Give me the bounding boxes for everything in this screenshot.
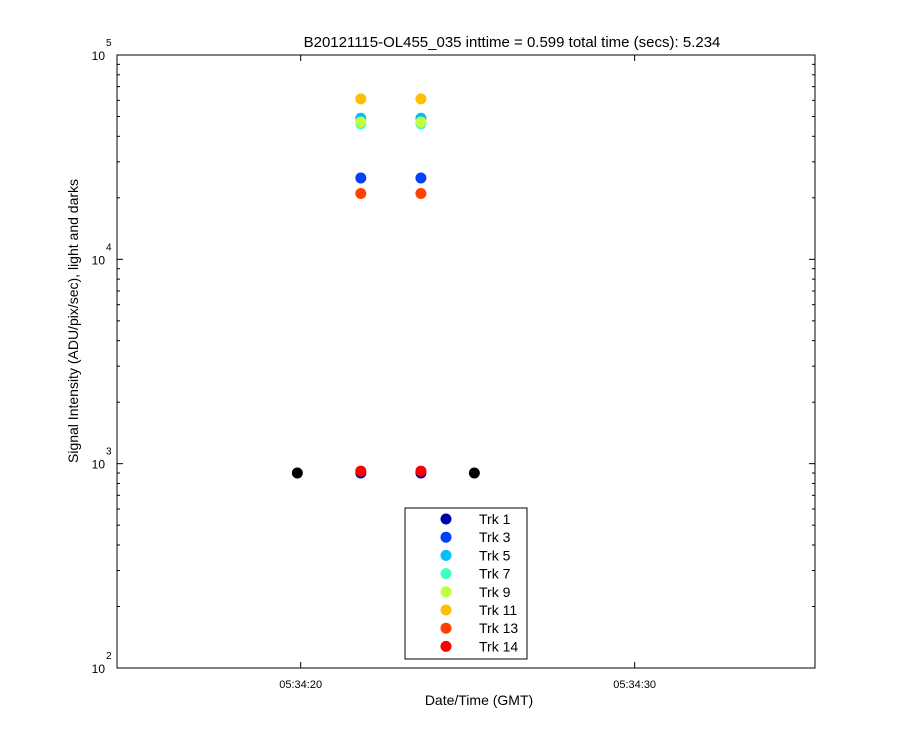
legend-marker xyxy=(440,604,452,616)
y-tick-base: 10 xyxy=(92,49,106,63)
legend: Trk 1 Trk 3 Trk 5 Trk 7 Trk 9 Trk 11 Trk 13 Trk… xyxy=(404,507,528,660)
legend-marker xyxy=(440,586,452,598)
data-point xyxy=(415,172,427,184)
x-tick-label: 05:34:30 xyxy=(613,679,656,691)
data-point xyxy=(415,93,427,105)
x-tick-label: 05:34:20 xyxy=(279,679,322,691)
data-points xyxy=(291,93,480,479)
chart-title: B20121115-OL455_035 inttime = 0.599 tota… xyxy=(304,34,721,51)
legend-marker xyxy=(440,549,452,561)
y-tick-exponent: 2 xyxy=(106,651,112,662)
axis-ticks xyxy=(117,54,815,669)
legend-label: Trk 14 xyxy=(479,638,518,654)
legend-marker xyxy=(440,622,452,634)
y-tick-label: 10 xyxy=(92,458,106,472)
data-point xyxy=(355,172,367,184)
legend-marker xyxy=(440,568,452,580)
y-tick-exponent: 5 xyxy=(106,38,112,49)
dark-data-point xyxy=(468,467,480,479)
dark-data-point xyxy=(291,467,303,479)
data-point xyxy=(355,465,367,477)
legend-label: Trk 11 xyxy=(479,602,517,618)
y-tick-label: 10 xyxy=(92,662,106,676)
legend-label: Trk 3 xyxy=(479,529,511,545)
legend-label: Trk 1 xyxy=(479,511,511,527)
x-tick-labels: 05:34:20 05:34:30 xyxy=(279,679,656,691)
data-point xyxy=(415,187,427,199)
legend-marker xyxy=(440,531,452,543)
y-tick-base: 10 xyxy=(92,253,106,267)
legend-label: Trk 9 xyxy=(479,584,511,600)
data-point xyxy=(415,465,427,477)
legend-label: Trk 7 xyxy=(479,566,511,582)
legend-label: Trk 13 xyxy=(479,620,518,636)
data-point xyxy=(355,116,367,128)
data-point xyxy=(355,187,367,199)
legend-label: Trk 5 xyxy=(479,547,511,563)
y-tick-base: 10 xyxy=(92,662,106,676)
y-tick-exponent: 4 xyxy=(106,242,112,253)
y-tick-exponent: 3 xyxy=(106,447,112,458)
y-tick-label: 10 xyxy=(92,253,106,267)
legend-box xyxy=(404,507,528,660)
y-tick-label: 10 xyxy=(92,49,106,63)
y-tick-base: 10 xyxy=(92,458,106,472)
legend-marker xyxy=(440,640,452,652)
data-point xyxy=(415,116,427,128)
x-axis-label: Date/Time (GMT) xyxy=(425,692,533,708)
legend-marker xyxy=(440,513,452,525)
data-point xyxy=(355,93,367,105)
y-axis-label: Signal Intensity (ADU/pix/sec), light an… xyxy=(65,179,81,463)
